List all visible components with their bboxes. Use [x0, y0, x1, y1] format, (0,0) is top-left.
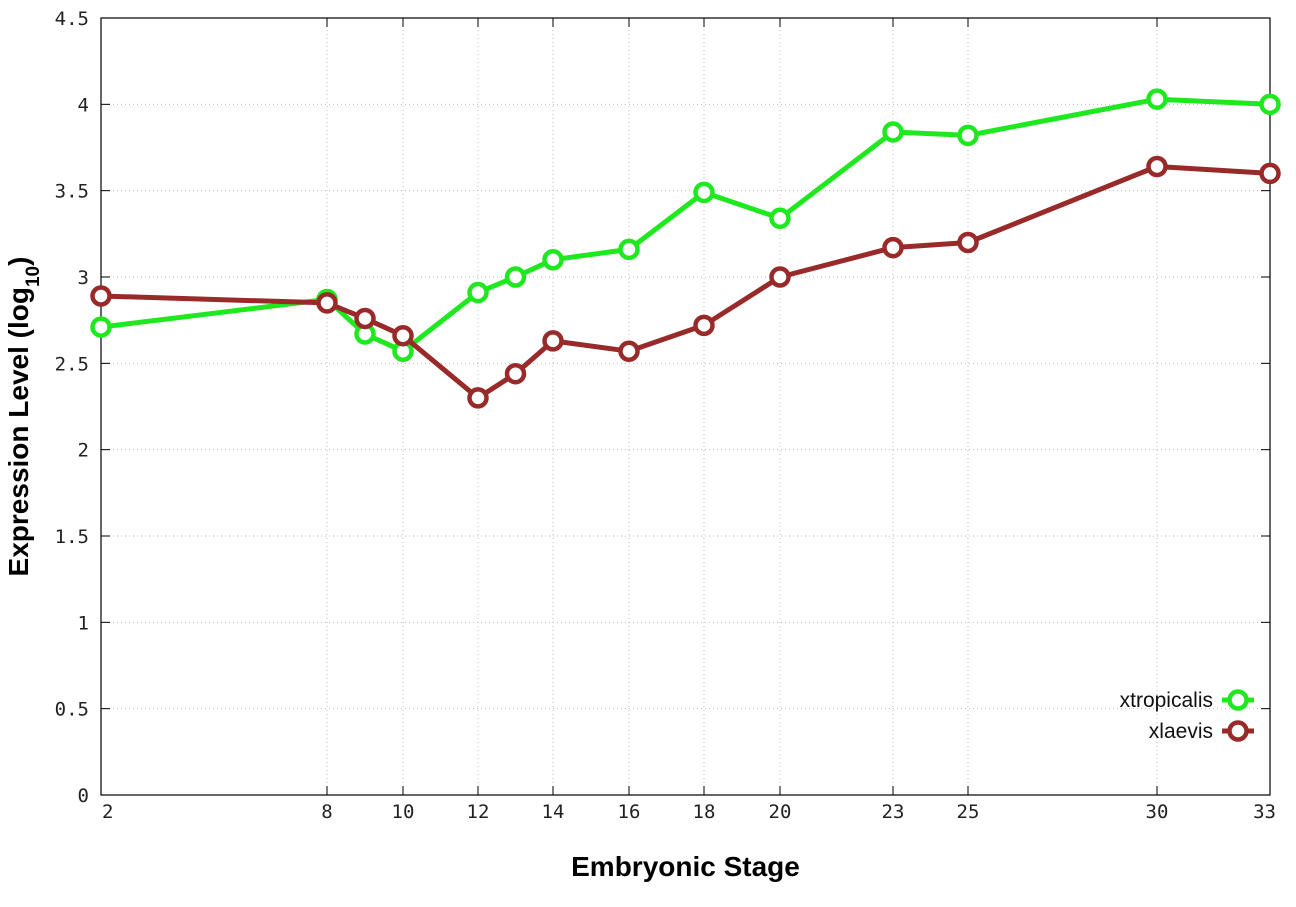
data-point-xtropicalis — [882, 121, 904, 143]
data-point-xtropicalis — [90, 316, 112, 338]
x-tick-label: 25 — [957, 801, 980, 823]
data-point-xtropicalis — [769, 207, 791, 230]
data-point-xlaevis — [504, 362, 527, 385]
y-tick-label: 4.5 — [55, 8, 89, 30]
y-tick-label: 1.5 — [55, 526, 89, 548]
legend: xtropicalis xlaevis — [1120, 689, 1254, 743]
data-point-xtropicalis — [467, 281, 489, 304]
data-point-xlaevis — [618, 340, 640, 362]
data-point-xtropicalis — [693, 181, 715, 204]
series-xlaevis — [90, 155, 1281, 409]
y-tick-label: 3 — [78, 267, 89, 289]
series-xtropicalis — [90, 88, 1281, 362]
x-tick-label: 23 — [882, 801, 905, 823]
x-tick-label: 16 — [618, 801, 641, 823]
data-point-xlaevis — [354, 307, 376, 330]
y-tick-label: 2 — [78, 440, 89, 462]
data-point-xlaevis — [957, 231, 979, 254]
legend-item-xlaevis: xlaevis — [1149, 720, 1254, 743]
series-line-xtropicalis — [98, 96, 1273, 354]
data-point-xlaevis — [542, 330, 564, 352]
y-axis-title-subscript: 10 — [23, 266, 44, 287]
legend-marker — [1227, 720, 1249, 742]
data-point-xtropicalis — [504, 266, 527, 288]
x-tick-label: 30 — [1146, 801, 1169, 823]
x-tick-label: 20 — [769, 801, 792, 823]
y-tick-label: 0.5 — [55, 699, 89, 721]
y-tick-label: 0 — [78, 785, 89, 807]
x-tick-label: 2 — [102, 801, 113, 823]
data-point-xtropicalis — [542, 248, 564, 271]
plot-frame — [100, 17, 1271, 796]
legend-marker — [1227, 689, 1249, 711]
data-point-xlaevis — [1146, 155, 1168, 178]
data-point-xlaevis — [1259, 162, 1281, 185]
x-axis-title: Embryonic Stage — [571, 851, 800, 882]
y-tick-label: 3.5 — [55, 181, 89, 203]
tick-marks — [100, 17, 1271, 796]
data-point-xtropicalis — [618, 238, 640, 261]
x-tick-label: 10 — [392, 801, 415, 823]
legend-label: xlaevis — [1149, 720, 1213, 743]
y-tick-label: 1 — [78, 612, 89, 634]
data-point-xtropicalis — [1146, 88, 1168, 110]
x-tick-label: 14 — [542, 801, 565, 823]
x-tick-label: 33 — [1253, 801, 1276, 823]
data-point-xlaevis — [90, 285, 112, 307]
data-point-xtropicalis — [1259, 93, 1281, 116]
grid-lines — [101, 18, 1270, 795]
x-tick-label: 12 — [467, 801, 490, 823]
series-layer — [90, 88, 1281, 409]
data-point-xlaevis — [392, 324, 414, 347]
legend-item-xtropicalis: xtropicalis — [1120, 689, 1254, 712]
y-axis-title-end: ) — [3, 257, 34, 266]
legend-label: xtropicalis — [1120, 689, 1213, 712]
y-tick-label: 2.5 — [55, 353, 89, 375]
x-tick-label: 18 — [693, 801, 716, 823]
data-point-xlaevis — [467, 387, 489, 409]
y-axis-title-main: Expression Level (log — [3, 287, 34, 576]
data-point-xtropicalis — [957, 124, 979, 147]
tick-labels: 0 0.5 1 1.5 2 2.5 3 3.5 4 4.5 2 8 10 12 14 16 18 20 23 25 30… — [55, 8, 1276, 823]
data-point-xlaevis — [882, 236, 904, 259]
data-point-xlaevis — [316, 292, 338, 314]
data-point-xlaevis — [769, 266, 791, 288]
data-point-xlaevis — [693, 314, 715, 337]
y-axis-title: Expression Level (log10) — [3, 257, 44, 577]
x-tick-label: 8 — [321, 801, 332, 823]
y-tick-label: 4 — [78, 94, 89, 116]
